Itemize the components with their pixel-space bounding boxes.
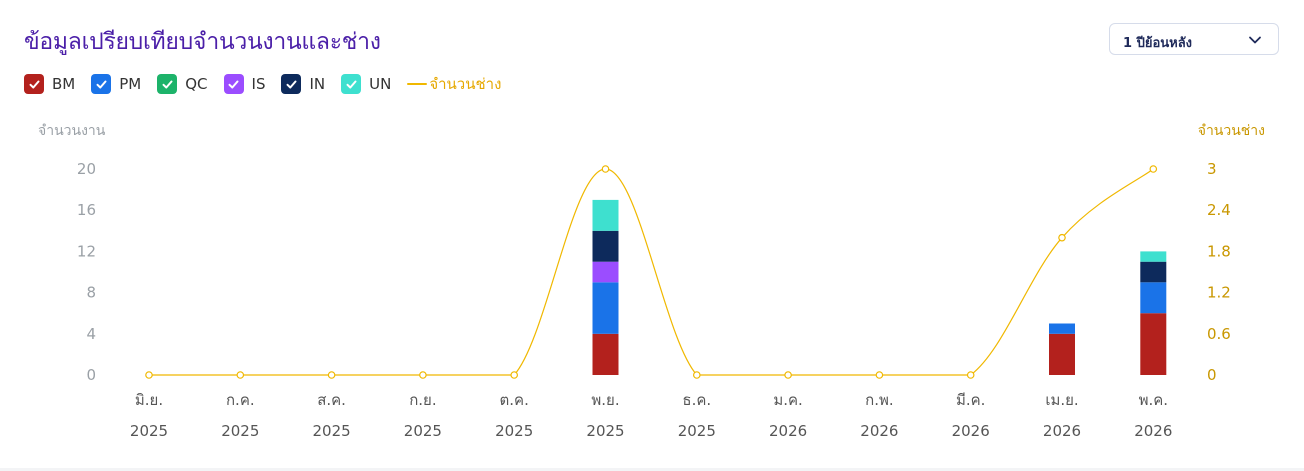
technician-point — [692, 371, 701, 379]
time-range-selected: 1 ปีย้อนหลัง — [1123, 36, 1193, 51]
legend-label: QC — [185, 75, 208, 93]
checkbox-checked-icon[interactable] — [91, 74, 112, 94]
chevron-down-icon — [1249, 36, 1261, 44]
x-tick-label-year: 2025 — [130, 422, 168, 440]
technician-line — [149, 168, 1154, 376]
y2-axis-title: จำนวนช่าง — [1198, 123, 1265, 139]
x-tick-label-month: ธ.ค. — [682, 391, 711, 409]
technician-point — [875, 371, 884, 379]
chart-legend: BM PM QC IS IN UN จำนวนช่าง — [24, 73, 517, 95]
x-tick-label-year: 2026 — [769, 422, 807, 440]
legend-label: IS — [251, 75, 266, 93]
bar-segment-un — [1140, 251, 1167, 262]
bar-segment-pm — [1049, 323, 1075, 334]
time-range-dropdown[interactable]: 1 ปีย้อนหลัง — [1109, 23, 1279, 55]
checkbox-checked-icon[interactable] — [223, 74, 244, 94]
x-tick-label-month: ม.ค. — [773, 391, 802, 409]
x-tick-label-month: ก.พ. — [865, 391, 894, 409]
x-tick-label-year: 2025 — [313, 422, 351, 440]
technician-point — [966, 371, 975, 379]
legend-item-technicians[interactable]: จำนวนช่าง — [407, 72, 501, 96]
legend-item-bm[interactable]: BM — [24, 74, 75, 94]
legend-label: BM — [52, 75, 76, 93]
bar-segment-bm — [592, 333, 619, 375]
legend-item-is[interactable]: IS — [223, 74, 266, 94]
technician-point — [419, 371, 427, 379]
x-tick-label-year: 2025 — [586, 422, 624, 440]
x-tick-label-year: 2025 — [495, 422, 533, 440]
checkbox-checked-icon[interactable] — [341, 74, 362, 94]
y2-tick-label: 0.6 — [1207, 325, 1231, 343]
technician-point — [236, 371, 245, 379]
legend-label: IN — [309, 75, 326, 93]
bar-segment-un — [592, 199, 619, 231]
y2-tick-label: 1.2 — [1207, 284, 1231, 302]
x-tick-label-month: เม.ย. — [1045, 391, 1078, 409]
legend-label: UN — [369, 75, 392, 93]
technician-point — [784, 371, 792, 379]
x-tick-label-year: 2025 — [404, 422, 442, 440]
technician-point — [145, 371, 153, 379]
bar-segment-bm — [1049, 333, 1075, 375]
y-axis-title: จำนวนงาน — [38, 123, 106, 139]
chart-title: ข้อมูลเปรียบเทียบจำนวนงานและช่าง — [24, 29, 381, 55]
bar-segment-in — [1140, 261, 1167, 283]
x-tick-label-year: 2025 — [678, 422, 716, 440]
x-tick-label-month: มิ.ย. — [135, 391, 163, 409]
legend-item-in[interactable]: IN — [281, 74, 325, 94]
checkbox-checked-icon[interactable] — [157, 74, 178, 94]
y-tick-label: 8 — [86, 284, 96, 302]
y-tick-label: 4 — [86, 325, 96, 343]
y-tick-label: 0 — [86, 366, 96, 384]
x-tick-label-year: 2025 — [221, 422, 259, 440]
y2-tick-label: 3 — [1207, 160, 1217, 178]
legend-label: PM — [119, 75, 142, 93]
legend-item-pm[interactable]: PM — [91, 74, 141, 94]
x-tick-label-year: 2026 — [860, 422, 898, 440]
legend-item-qc[interactable]: QC — [157, 74, 208, 94]
technician-point — [1149, 165, 1158, 173]
x-tick-label-year: 2026 — [1134, 422, 1172, 440]
technician-point — [1058, 233, 1066, 242]
bar-segment-in — [592, 230, 619, 262]
bar-segment-pm — [1140, 282, 1167, 314]
y-tick-label: 12 — [77, 242, 96, 260]
line-swatch-icon — [407, 83, 428, 85]
y-tick-label: 16 — [77, 201, 96, 219]
checkbox-checked-icon[interactable] — [281, 74, 302, 94]
technician-point — [510, 371, 519, 379]
legend-label: จำนวนช่าง — [429, 75, 502, 93]
y-tick-label: 20 — [77, 160, 96, 178]
x-tick-label-year: 2026 — [952, 422, 990, 440]
technician-point — [327, 371, 336, 379]
x-tick-label-month: ก.ย. — [409, 391, 436, 409]
bar-segment-is — [592, 261, 619, 283]
x-tick-label-month: ส.ค. — [317, 391, 346, 409]
legend-item-un[interactable]: UN — [341, 74, 391, 94]
x-tick-label-month: มี.ค. — [956, 391, 985, 409]
y2-tick-label: 2.4 — [1207, 201, 1231, 219]
bar-segment-pm — [592, 282, 619, 334]
x-tick-label-month: พ.ค. — [1139, 391, 1168, 409]
checkbox-checked-icon[interactable] — [24, 74, 44, 94]
x-tick-label-month: พ.ย. — [591, 391, 619, 409]
x-tick-label-month: ต.ค. — [500, 391, 529, 409]
technician-point — [601, 165, 610, 173]
y2-tick-label: 0 — [1207, 366, 1217, 384]
bar-segment-bm — [1140, 313, 1167, 375]
x-tick-label-month: ก.ค. — [226, 391, 255, 409]
x-tick-label-year: 2026 — [1043, 422, 1081, 440]
y2-tick-label: 1.8 — [1207, 242, 1231, 260]
